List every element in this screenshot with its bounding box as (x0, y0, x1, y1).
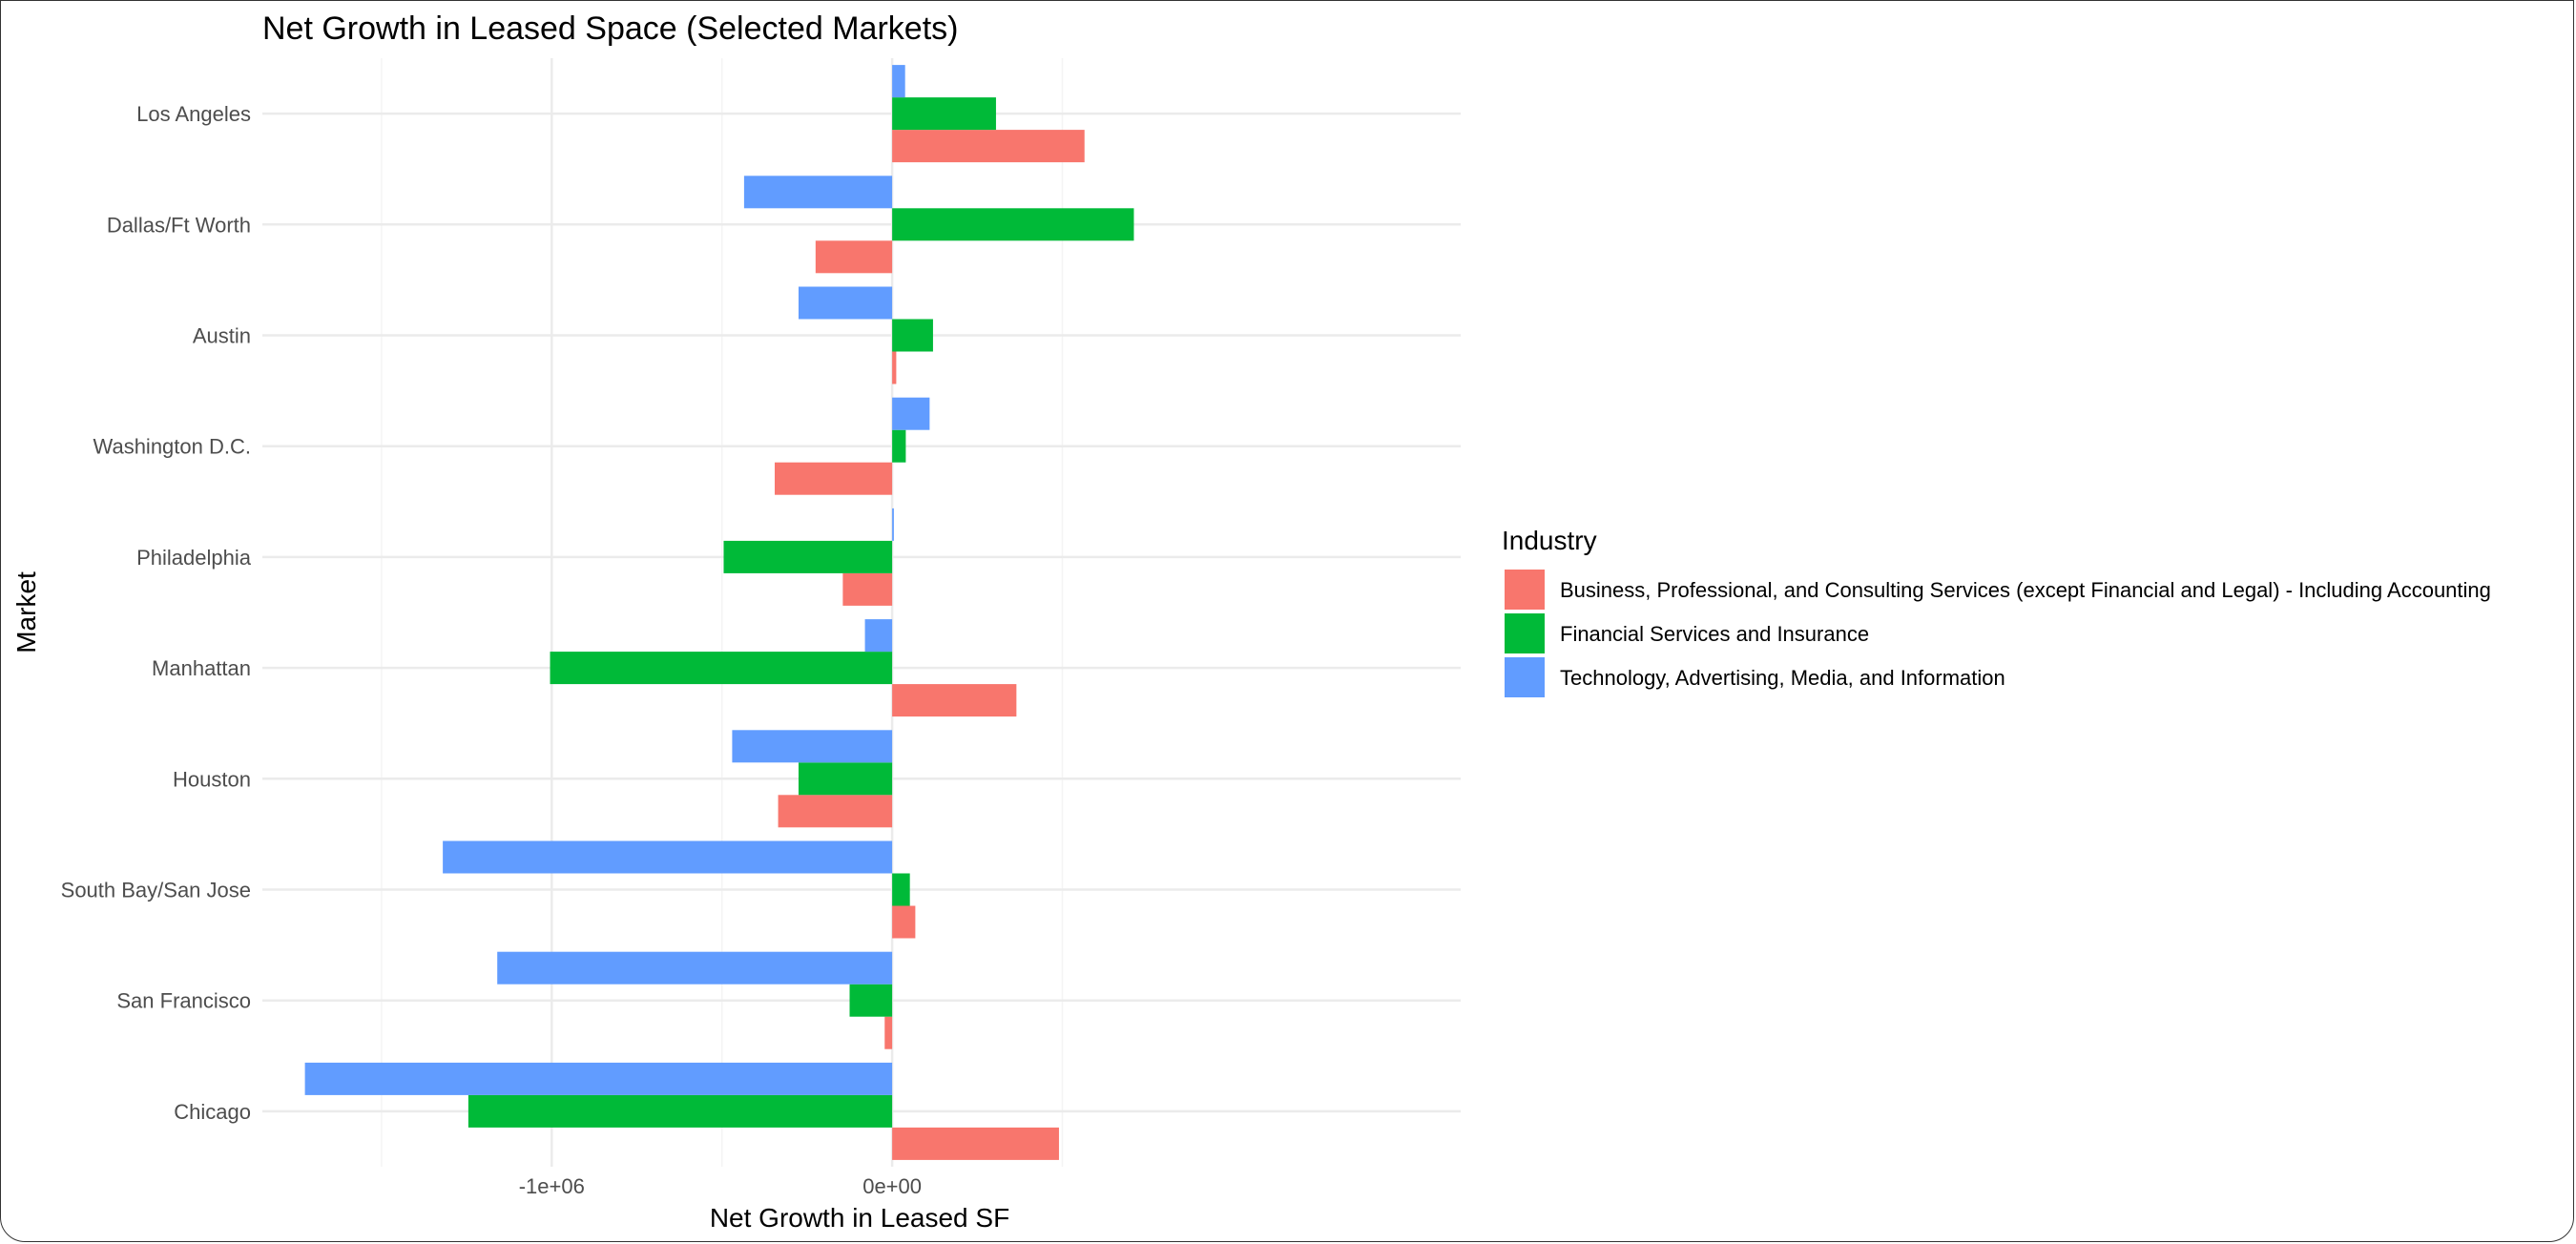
bar-los-angeles-series-2 (892, 97, 996, 131)
bar-manhattan-series-3 (864, 619, 893, 653)
legend-items: Business, Professional, and Consulting S… (1505, 570, 2491, 697)
bar-philadelphia-series-3 (892, 508, 894, 541)
bar-chicago-series-3 (304, 1062, 893, 1095)
bar-austin-series-3 (798, 286, 893, 320)
y-tick-label-san-francisco: San Francisco (116, 989, 251, 1013)
bar-south-bay-san-jose-series-3 (443, 840, 893, 874)
x-axis-ticks: -1e+06 0e+00 (519, 1174, 922, 1198)
bar-dallas-ft-worth-series-2 (892, 208, 1134, 241)
bar-los-angeles-series-3 (892, 65, 905, 98)
y-tick-label-philadelphia: Philadelphia (136, 546, 252, 570)
bar-washington-d-c-series-3 (892, 397, 930, 430)
bar-chicago-series-2 (467, 1094, 893, 1128)
bar-san-francisco-series-1 (884, 1016, 893, 1049)
bar-houston-series-1 (778, 795, 893, 828)
y-tick-label-houston: Houston (173, 767, 251, 791)
bar-chicago-series-1 (892, 1127, 1059, 1160)
y-tick-label-dallas-ft-worth: Dallas/Ft Worth (107, 213, 251, 237)
y-axis-title: Market (11, 571, 41, 653)
y-tick-label-chicago: Chicago (174, 1100, 251, 1124)
bar-houston-series-2 (798, 762, 893, 796)
y-tick-label-austin: Austin (193, 324, 251, 348)
bar-dallas-ft-worth-series-3 (743, 176, 893, 209)
chart-title: Net Growth in Leased Space (Selected Mar… (262, 10, 958, 47)
legend-key-series-2 (1505, 613, 1545, 653)
bar-houston-series-3 (732, 730, 893, 763)
legend-label-series-1: Business, Professional, and Consulting S… (1560, 578, 2491, 602)
bar-manhattan-series-2 (550, 652, 893, 685)
bar-dallas-ft-worth-series-1 (815, 240, 893, 274)
bar-los-angeles-series-1 (892, 130, 1085, 163)
legend: Industry Business, Professional, and Con… (1502, 526, 2491, 697)
bar-south-bay-san-jose-series-2 (892, 873, 910, 906)
legend-label-series-2: Financial Services and Insurance (1560, 622, 1869, 646)
y-tick-label-south-bay-san-jose: South Bay/San Jose (61, 879, 251, 902)
x-tick-label: -1e+06 (519, 1174, 585, 1198)
bar-san-francisco-series-2 (849, 984, 893, 1017)
bar-philadelphia-series-2 (723, 540, 893, 573)
x-axis-title: Net Growth in Leased SF (710, 1203, 1009, 1233)
bar-washington-d-c-series-1 (775, 462, 893, 495)
y-tick-label-washington-d-c: Washington D.C. (93, 435, 251, 459)
bar-south-bay-san-jose-series-1 (892, 905, 916, 939)
y-axis-ticks: Los Angeles Dallas/Ft Worth Austin Washingt… (61, 102, 252, 1124)
legend-title: Industry (1502, 526, 1597, 555)
bars (304, 65, 1134, 1160)
bar-philadelphia-series-1 (842, 572, 893, 606)
legend-key-series-1 (1505, 570, 1545, 610)
legend-label-series-3: Technology, Advertising, Media, and Info… (1560, 666, 2005, 690)
bar-san-francisco-series-3 (497, 951, 893, 985)
bar-washington-d-c-series-2 (892, 429, 906, 463)
bar-austin-series-2 (892, 319, 933, 352)
legend-key-series-3 (1505, 657, 1545, 697)
y-tick-label-los-angeles: Los Angeles (136, 102, 251, 126)
bar-manhattan-series-1 (892, 684, 1017, 717)
x-tick-label: 0e+00 (862, 1174, 922, 1198)
y-tick-label-manhattan: Manhattan (152, 656, 251, 680)
bar-austin-series-1 (892, 351, 897, 384)
